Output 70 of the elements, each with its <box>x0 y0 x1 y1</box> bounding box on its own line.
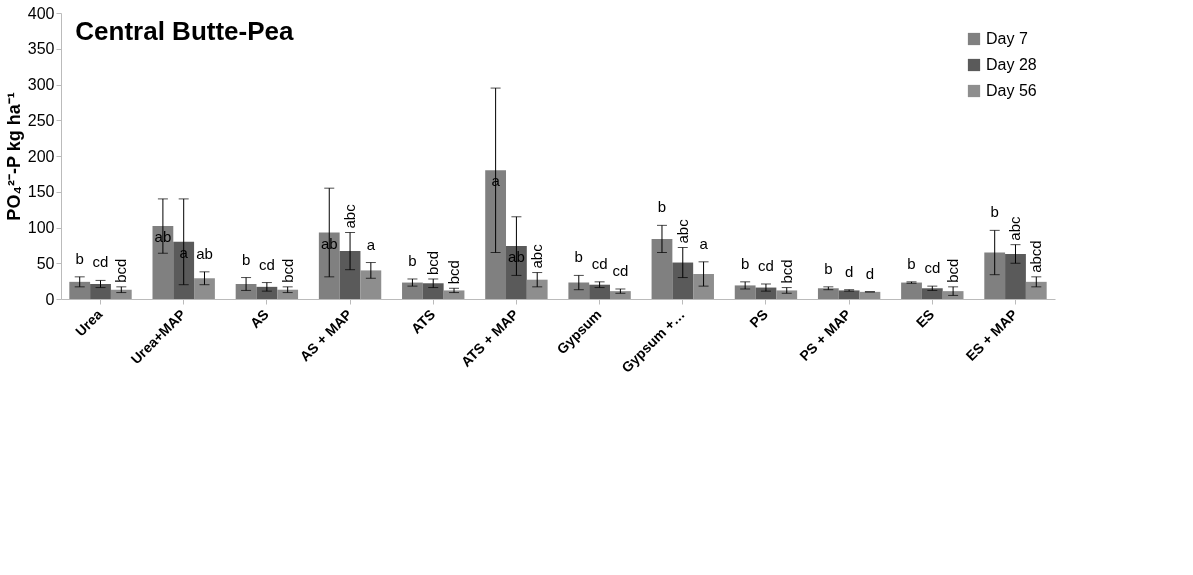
y-tick-label: 150 <box>27 183 55 201</box>
bar <box>568 282 590 299</box>
data-label: cd <box>92 253 109 271</box>
bar <box>69 281 91 299</box>
bar <box>1005 253 1026 299</box>
bar <box>859 291 881 299</box>
y-tick-label: 200 <box>27 147 55 165</box>
data-label: cd <box>758 256 774 274</box>
data-label: ab <box>196 244 213 262</box>
bar <box>173 241 195 299</box>
bar <box>651 238 673 299</box>
bar <box>194 278 215 299</box>
y-tick-label: 400 <box>27 4 55 22</box>
bar <box>672 262 694 299</box>
y-tick-label: 350 <box>27 40 55 58</box>
bar <box>339 251 361 299</box>
x-tick-label: PS <box>746 306 771 331</box>
bar <box>693 273 714 299</box>
data-label: bcd <box>112 258 130 283</box>
bar <box>443 290 465 299</box>
data-label: b <box>75 249 84 267</box>
data-label: b <box>740 254 750 272</box>
data-label: abc <box>528 243 546 269</box>
data-label: b <box>574 248 583 266</box>
data-label: bcd <box>424 250 442 275</box>
bar <box>755 287 777 299</box>
bar <box>1025 281 1047 299</box>
data-label: b <box>907 254 916 272</box>
y-tick-label: 0 <box>45 290 55 308</box>
chart-title: Central Butte-Pea <box>75 16 294 46</box>
data-label: abc <box>1006 215 1024 241</box>
data-label: b <box>408 251 417 269</box>
bar <box>984 252 1006 299</box>
data-label: bcd <box>944 258 962 283</box>
bar <box>817 288 839 299</box>
data-label: cd <box>924 259 941 277</box>
data-label: a <box>366 235 376 253</box>
data-label: abc <box>341 203 359 229</box>
data-label: b <box>824 259 833 277</box>
y-axis-title: PO₄²⁻-P kg ha⁻¹ <box>3 92 24 221</box>
x-tick-label: ES <box>912 306 938 331</box>
data-label: cd <box>591 254 608 272</box>
bar <box>235 283 257 299</box>
y-tick-label: 100 <box>27 219 55 236</box>
y-tick-label: 250 <box>27 111 55 129</box>
data-label: bcd <box>777 259 795 284</box>
bar <box>485 170 507 299</box>
data-label: b <box>990 203 999 221</box>
bar <box>526 279 548 299</box>
legend-label: Day 7 <box>986 30 1028 47</box>
legend-label: Day 56 <box>986 82 1037 99</box>
data-label: abc <box>673 218 691 244</box>
bar <box>901 282 922 299</box>
legend-label: Day 28 <box>986 56 1037 73</box>
data-label: bcd <box>278 258 296 283</box>
y-tick-label: 300 <box>27 76 55 93</box>
bar <box>422 283 444 299</box>
y-tick-label: 50 <box>36 254 55 272</box>
data-label: d <box>844 262 854 280</box>
x-tick-label: AS <box>246 306 272 332</box>
data-label: b <box>657 198 667 216</box>
data-label: abcd <box>1027 240 1045 273</box>
data-label: d <box>865 264 875 282</box>
bar <box>838 290 860 299</box>
bar <box>360 270 382 299</box>
data-label: a <box>699 234 709 252</box>
data-label: cd <box>258 255 275 273</box>
data-label: b <box>241 250 251 268</box>
data-label: cd <box>612 261 629 279</box>
data-label: bcd <box>445 260 463 285</box>
